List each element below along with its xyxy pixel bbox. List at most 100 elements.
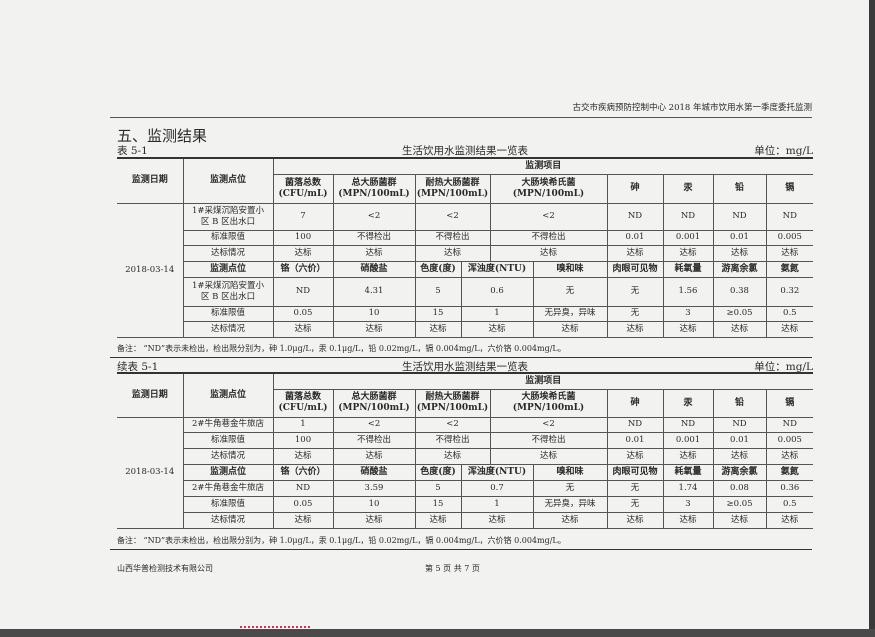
- subheader-col: 耗氧量: [662, 260, 714, 278]
- value-cell: 达标: [332, 320, 416, 338]
- header-group: 监测项目: [272, 157, 814, 175]
- value-cell: 3: [662, 305, 714, 322]
- value-cell: 1: [460, 495, 534, 513]
- value-cell: 达标: [765, 511, 814, 529]
- header-col: 铅: [712, 388, 767, 418]
- subheader-col: 肉眼可见物: [606, 463, 664, 481]
- value-cell: 达标: [489, 447, 608, 465]
- value-cell: 0.01: [712, 229, 767, 246]
- subheader-row: 监测点位 铬（六价） 硝酸盐 色度(度) 浑浊度(NTU) 嗅和味 肉眼可见物 耗氧量 游离余氯…: [117, 463, 814, 481]
- value-cell: 达标: [272, 511, 334, 529]
- header-col: 耐热大肠菌群 (MPN/100mL): [414, 173, 491, 204]
- subheader-col: 耗氧量: [662, 463, 714, 481]
- value-cell: 达标: [765, 320, 814, 338]
- value-cell: ND: [272, 479, 334, 497]
- value-cell: 达标: [332, 447, 416, 465]
- row-label: 标准限值: [183, 495, 274, 513]
- section-title: 五、监测结果: [117, 127, 208, 145]
- value-cell: 0.001: [662, 229, 714, 246]
- header-row: 监测日期 监测点位 监测项目: [117, 157, 814, 204]
- row-label: 标准限值: [183, 305, 274, 322]
- value-cell: 达标: [532, 320, 608, 338]
- row-label: 1#采煤沉陷安置小 区 B 区出水口: [183, 276, 274, 307]
- value-cell: <2: [332, 416, 416, 433]
- row-label: 达标情况: [183, 447, 274, 465]
- value-cell: 0.001: [662, 431, 714, 449]
- table-row: 达标情况 达标 达标 达标 达标 达标 达标 达标 达标: [117, 447, 814, 465]
- value-cell: <2: [414, 416, 491, 433]
- value-cell: <2: [489, 416, 608, 433]
- value-cell: 0.36: [765, 479, 814, 497]
- header-col: 总大肠菌群 (MPN/100mL): [332, 388, 416, 418]
- value-cell: ND: [606, 202, 664, 231]
- value-cell: 不得检出: [332, 229, 416, 246]
- header-date: 监测日期: [117, 157, 184, 204]
- value-cell: 5: [414, 479, 462, 497]
- row-label: 达标情况: [183, 244, 274, 262]
- value-cell: 1.74: [662, 479, 714, 497]
- value-cell: 达标: [332, 511, 416, 529]
- header-col: 耐热大肠菌群 (MPN/100mL): [414, 388, 491, 418]
- header-col: 大肠埃希氏菌 (MPN/100mL): [489, 173, 608, 204]
- value-cell: 1: [272, 416, 334, 433]
- header-col: 砷: [606, 388, 664, 418]
- header-divider: [110, 117, 812, 118]
- value-cell: 达标: [662, 320, 714, 338]
- value-cell: 15: [414, 305, 462, 322]
- value-cell: 无: [606, 495, 664, 513]
- table-label: 续表 5-1: [117, 361, 159, 373]
- table-unit: 单位：mg/L: [754, 361, 813, 373]
- value-cell: ND: [662, 416, 714, 433]
- value-cell: 5: [414, 276, 462, 307]
- subheader-col: 氨氮: [765, 260, 814, 278]
- table-row: 标准限值 0.05 10 15 1 无异臭，异味无 3 ≥0.05 0.5: [117, 305, 814, 322]
- value-cell: 0.5: [765, 305, 814, 322]
- results-table-1: 监测日期 监测点位 监测项目 菌落总数 (CFU/mL) 总大肠菌群 (MPN/100m…: [117, 157, 814, 338]
- subheader-col: 铬（六价）: [272, 260, 334, 278]
- value-cell: <2: [414, 202, 491, 231]
- value-cell: 10: [332, 305, 416, 322]
- value-cell: ND: [272, 276, 334, 307]
- footer-page-number: 第 5 页 共 7 页: [425, 564, 480, 573]
- table-row: 达标情况 达标 达标 达标 达标 达标 达标 达标 达标: [117, 244, 814, 262]
- header-col: 镉: [765, 388, 814, 418]
- value-cell: 无: [606, 276, 664, 307]
- value-cell: 0.01: [712, 431, 767, 449]
- value-cell: 不得检出: [332, 431, 416, 449]
- header-row: 菌落总数 (CFU/mL) 总大肠菌群 (MPN/100mL) 耐热大肠菌群 (MP…: [117, 173, 814, 204]
- value-cell: 无: [532, 276, 608, 307]
- value-cell: 不得检出: [414, 229, 491, 246]
- header-row: 监测日期 监测点位 监测项目: [117, 372, 814, 418]
- value-cell: ≥0.05: [712, 495, 767, 513]
- value-cell: 10: [332, 495, 416, 513]
- value-cell: <2: [332, 202, 416, 231]
- table-row: 2018-03-14 1#采煤沉陷安置小 区 B 区出水口 7 <2 <2 <2 ND ND N…: [117, 202, 814, 338]
- header-col: 大肠埃希氏菌 (MPN/100mL): [489, 388, 608, 418]
- value-cell: 1.56: [662, 276, 714, 307]
- table-row: 1#采煤沉陷安置小 区 B 区出水口 ND 4.31 5 0.6 无无 1.56 0.38 0.…: [117, 276, 814, 307]
- value-cell: 达标: [460, 320, 534, 338]
- subheader-col: 嗅和味: [532, 260, 608, 278]
- table-note: 备注： “ND”表示未检出，检出限分别为，砷 1.0μg/L，汞 0.1μg/L…: [117, 536, 566, 545]
- value-cell: 达标: [662, 244, 714, 262]
- value-cell: 达标: [414, 320, 462, 338]
- value-cell: ND: [662, 202, 714, 231]
- value-cell: ND: [765, 202, 814, 231]
- value-cell: 达标: [606, 511, 664, 529]
- value-cell: 达标: [414, 244, 491, 262]
- value-cell: 0.01: [606, 229, 664, 246]
- value-cell: 不得检出: [489, 229, 608, 246]
- table-row: 达标情况 达标 达标 达标 达标 达标 达标 达标 达标 达标: [117, 320, 814, 338]
- table-row: 标准限值 100 不得检出 不得检出 不得检出 0.01 0.001 0.01 0.005: [117, 229, 814, 246]
- row-label: 2#牛角巷金牛旅店: [182, 416, 274, 433]
- value-cell: 达标: [712, 447, 767, 465]
- row-label: 标准限值: [183, 229, 274, 246]
- value-cell: 不得检出: [489, 431, 608, 449]
- subheader-col: 硝酸盐: [332, 260, 416, 278]
- subheader-col: 嗅和味: [532, 463, 608, 481]
- header-col: 菌落总数 (CFU/mL): [273, 388, 334, 418]
- value-cell: 无: [532, 479, 608, 497]
- subheader-col: 浑浊度(NTU): [460, 463, 534, 481]
- header-col: 菌落总数 (CFU/mL): [273, 173, 334, 204]
- value-cell: 达标: [712, 244, 767, 262]
